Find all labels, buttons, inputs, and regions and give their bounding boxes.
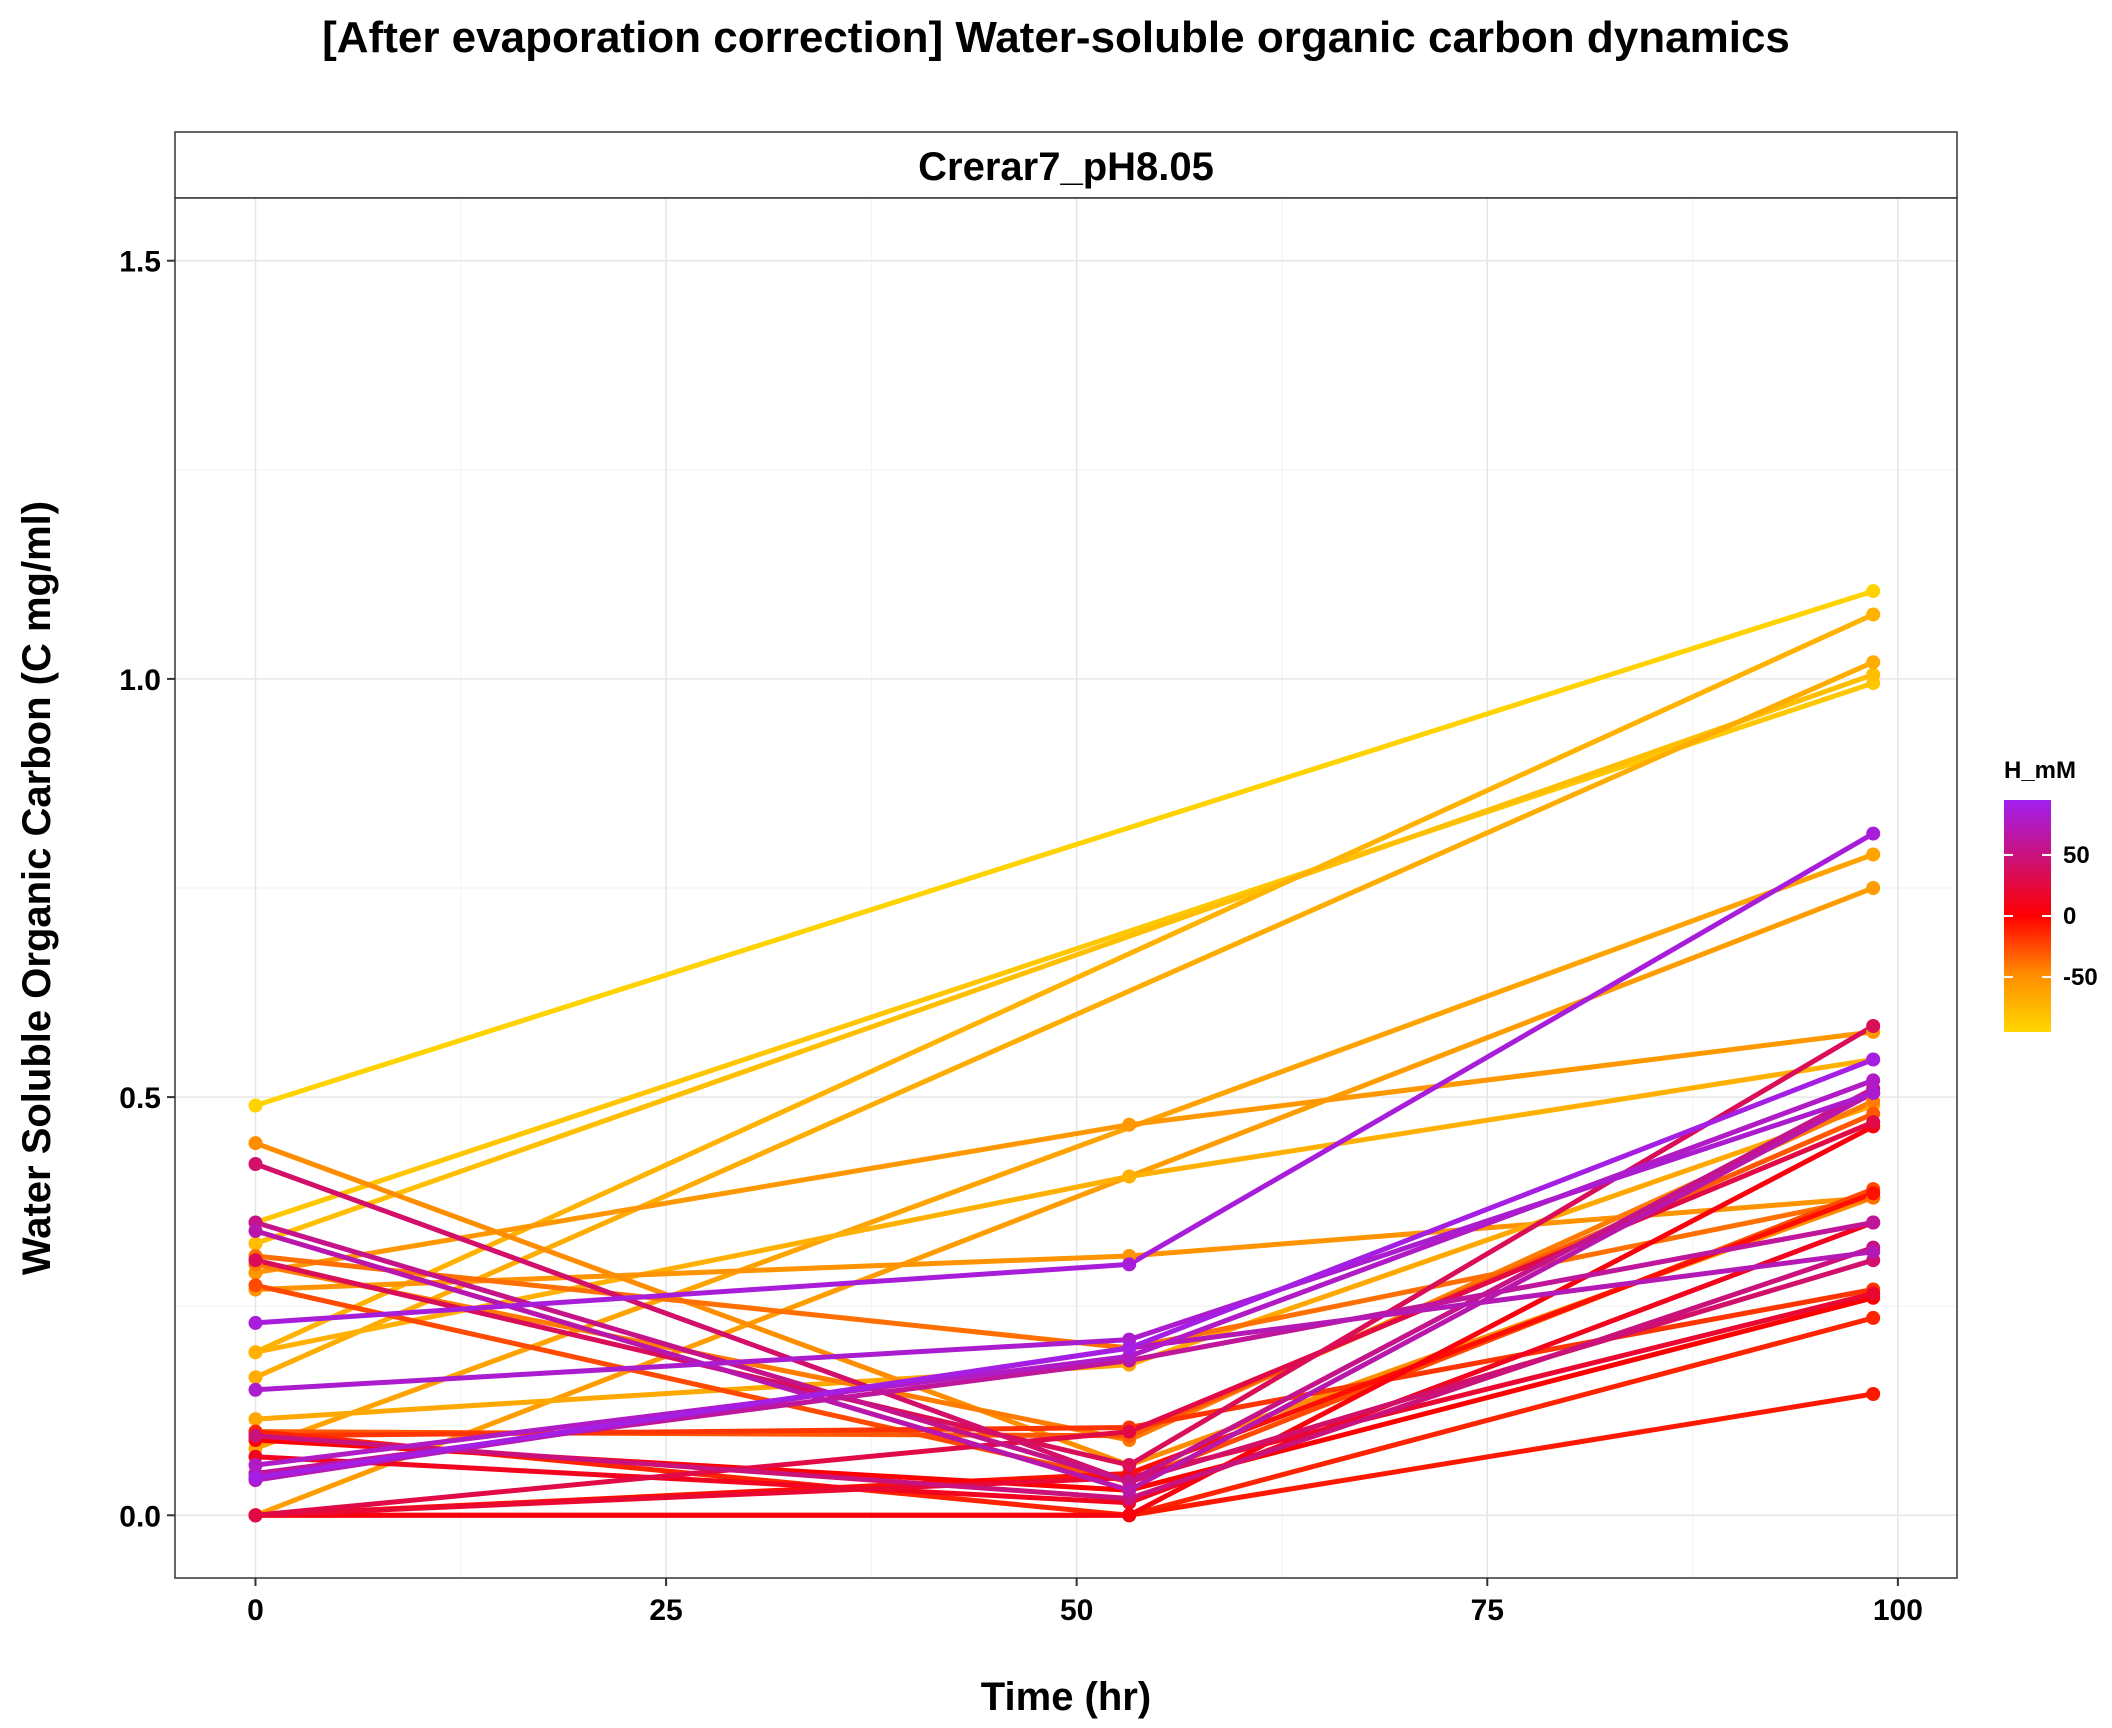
x-tick-label: 100	[1873, 1594, 1923, 1627]
data-point	[1122, 1117, 1137, 1132]
data-point	[248, 1136, 263, 1151]
series-line	[253, 672, 1876, 1246]
data-point	[248, 1470, 263, 1485]
data-point	[1866, 1115, 1881, 1130]
data-point	[248, 1157, 263, 1171]
facet-strip	[174, 131, 1958, 199]
y-tick-label: 1.0	[119, 664, 161, 697]
data-point	[248, 1223, 263, 1238]
data-point	[1866, 1186, 1881, 1201]
x-tick-label: 75	[1471, 1594, 1504, 1627]
data-point	[1122, 1341, 1137, 1355]
series-line	[253, 680, 1876, 1225]
chart-title: [After evaporation correction] Water-sol…	[322, 13, 1790, 62]
legend-ticks: 50 0 -50	[2004, 842, 2098, 991]
data-point	[1122, 1483, 1137, 1498]
data-point	[1122, 1458, 1137, 1473]
plot-panel-border	[174, 197, 1958, 1579]
data-point	[248, 1253, 263, 1268]
series-line	[253, 588, 1876, 1108]
data-point	[248, 1345, 263, 1360]
data-point	[1866, 881, 1881, 895]
y-tick-label: 0.0	[119, 1500, 161, 1533]
y-axis: 0.0 0.5 1.0 1.5	[119, 246, 175, 1533]
series-line	[253, 852, 1876, 1451]
data-point	[1866, 1019, 1881, 1033]
legend-tick-label: 0	[2063, 903, 2076, 930]
data-point	[248, 1412, 263, 1427]
data-point	[1866, 1286, 1881, 1301]
data-point	[1866, 826, 1881, 841]
data-point	[1866, 1244, 1881, 1259]
data-point	[1866, 1387, 1881, 1401]
x-tick-label: 0	[247, 1594, 264, 1627]
data-point	[248, 1428, 263, 1443]
y-tick-label: 1.5	[119, 246, 161, 279]
data-point	[248, 1382, 263, 1397]
legend-tick-label: -50	[2063, 964, 2098, 991]
data-point	[248, 1315, 263, 1330]
data-point	[1866, 1215, 1881, 1230]
data-point	[1866, 1052, 1881, 1067]
y-tick-label: 0.5	[119, 1082, 161, 1115]
data-point	[1866, 655, 1881, 670]
data-point	[248, 1236, 263, 1251]
series-points	[248, 584, 1881, 1523]
data-point	[1122, 1257, 1137, 1272]
data-point	[1866, 607, 1881, 622]
data-point	[1866, 1310, 1881, 1325]
x-tick-label: 25	[649, 1594, 682, 1627]
data-point	[248, 1370, 263, 1385]
x-axis-title: Time (hr)	[981, 1675, 1151, 1719]
grid-major	[175, 198, 1957, 1578]
data-point	[1122, 1508, 1137, 1523]
data-point	[1122, 1169, 1137, 1184]
data-point	[248, 1508, 263, 1523]
facet-strip-label: Crerar7_pH8.05	[918, 145, 1214, 189]
data-point	[1866, 667, 1881, 682]
data-point	[1866, 1073, 1881, 1088]
data-point	[248, 1278, 263, 1293]
data-point	[1122, 1424, 1137, 1439]
legend-title: H_mM	[2004, 757, 2076, 784]
series-line	[253, 659, 1876, 1380]
data-point	[1866, 1085, 1881, 1100]
data-point	[248, 1098, 263, 1113]
data-point	[1866, 847, 1881, 862]
x-axis: 0 25 50 75 100	[247, 1578, 1923, 1627]
legend-tick-label: 50	[2063, 842, 2090, 869]
grid-minor	[175, 198, 1957, 1578]
x-tick-label: 50	[1060, 1594, 1093, 1627]
data-point	[248, 1458, 263, 1473]
data-point	[1866, 584, 1881, 599]
y-axis-title: Water Soluble Organic Carbon (C mg/ml)	[15, 501, 59, 1275]
